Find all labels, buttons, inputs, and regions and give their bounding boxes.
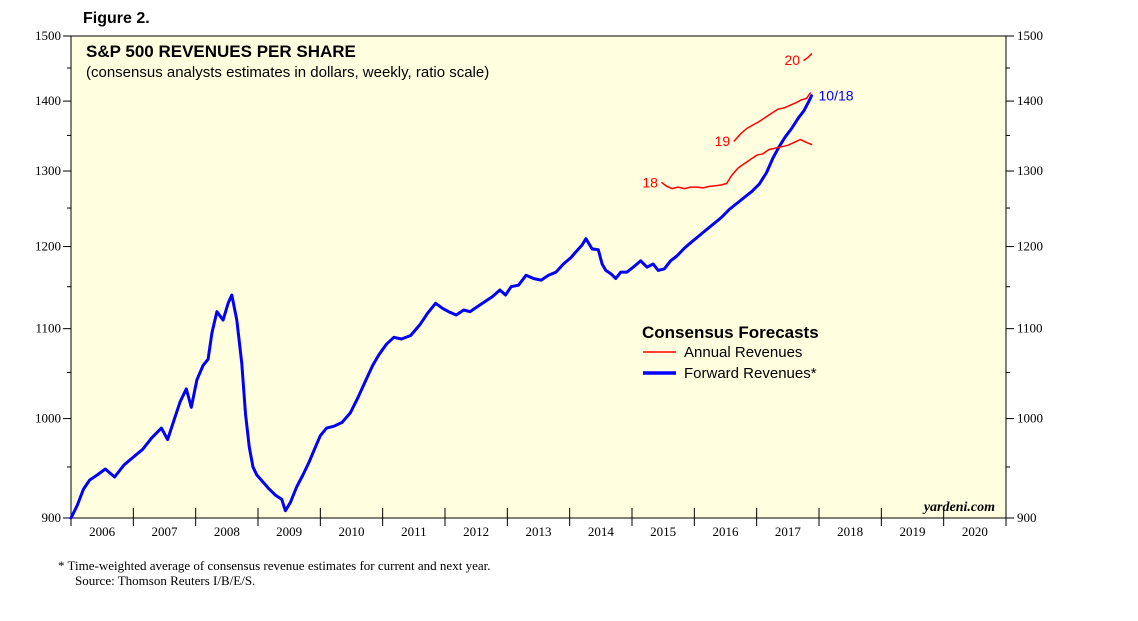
- y-tick-label-right: 1100: [1017, 321, 1043, 336]
- x-tick-label: 2011: [401, 524, 427, 539]
- x-tick-label: 2013: [526, 524, 552, 539]
- series-start-label: 20: [784, 52, 800, 68]
- x-tick-label: 2007: [152, 524, 179, 539]
- y-tick-label-right: 1300: [1017, 163, 1043, 178]
- legend-annual-label: Annual Revenues: [684, 344, 802, 361]
- series-line-annual: [661, 138, 813, 190]
- y-tick-label-left: 1300: [35, 163, 61, 178]
- y-tick-label-left: 900: [42, 510, 62, 525]
- y-tick-label-left: 1200: [35, 239, 61, 254]
- y-tick-label-right: 1400: [1017, 93, 1043, 108]
- series-end-label: 10/18: [819, 88, 854, 104]
- legend-title: Consensus Forecasts: [642, 323, 819, 342]
- x-tick-label: 2019: [900, 524, 926, 539]
- chart-title: S&P 500 REVENUES PER SHARE: [86, 42, 356, 61]
- watermark: yardeni.com: [922, 500, 995, 515]
- x-tick-label: 2018: [837, 524, 863, 539]
- x-tick-label: 2012: [463, 524, 489, 539]
- y-tick-label-left: 1500: [35, 28, 61, 43]
- y-tick-label-right: 1000: [1017, 411, 1043, 426]
- axis-ticks: 900 900 1000 1000 1100 1100 1200 1200 1300 1300 14…: [35, 28, 1043, 539]
- plot-area: [70, 35, 1007, 519]
- series-layer: 10/18 18 19 20: [69, 52, 854, 520]
- y-tick-label-left: 1400: [35, 93, 61, 108]
- figure-label: Figure 2.: [83, 10, 150, 27]
- series-start-label: 19: [715, 133, 731, 149]
- series-line-annual: [733, 92, 812, 142]
- series-line-forward: [69, 94, 813, 520]
- x-tick-label: 2009: [276, 524, 302, 539]
- x-tick-label: 2020: [962, 524, 988, 539]
- legend-forward-label: Forward Revenues*: [684, 365, 817, 382]
- x-tick-label: 2017: [775, 524, 802, 539]
- x-tick-label: 2010: [339, 524, 365, 539]
- y-tick-label-right: 900: [1017, 510, 1037, 525]
- series-line-annual: [803, 53, 813, 61]
- y-tick-label-right: 1500: [1017, 28, 1043, 43]
- x-tick-label: 2006: [89, 524, 116, 539]
- footnote-1: * Time-weighted average of consensus rev…: [58, 558, 490, 573]
- x-tick-label: 2015: [650, 524, 676, 539]
- footnote-2: Source: Thomson Reuters I/B/E/S.: [75, 573, 255, 588]
- y-tick-label-left: 1100: [35, 321, 61, 336]
- x-tick-label: 2016: [713, 524, 740, 539]
- chart-subtitle: (consensus analysts estimates in dollars…: [86, 64, 489, 81]
- x-tick-label: 2008: [214, 524, 240, 539]
- y-tick-label-left: 1000: [35, 411, 61, 426]
- x-tick-label: 2014: [588, 524, 615, 539]
- legend: Consensus Forecasts Annual Revenues Forw…: [642, 323, 819, 382]
- series-start-label: 18: [642, 175, 658, 191]
- y-tick-label-right: 1200: [1017, 239, 1043, 254]
